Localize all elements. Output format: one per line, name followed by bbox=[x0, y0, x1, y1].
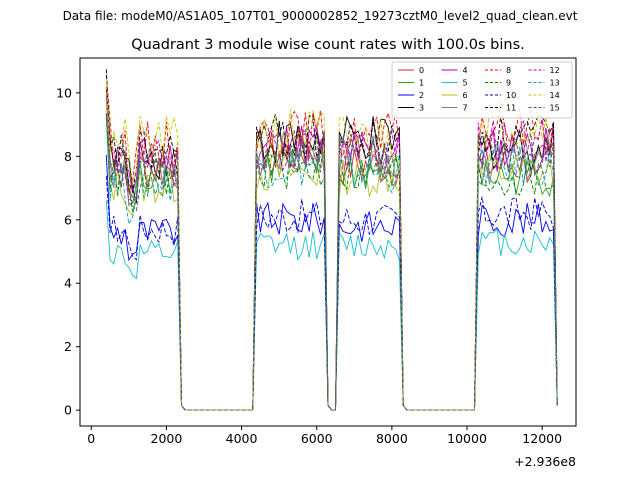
x-tick-label: 0 bbox=[87, 431, 95, 446]
x-tick-label: 2000 bbox=[151, 431, 183, 446]
series-line-12 bbox=[105, 86, 558, 411]
x-tick-label: 4000 bbox=[226, 431, 258, 446]
x-axis: 0 2000 4000 6000 8000 10000 12000 bbox=[87, 426, 562, 446]
legend-label-11: 11 bbox=[506, 104, 516, 113]
plot-frame bbox=[79, 57, 577, 427]
legend-label-15: 15 bbox=[550, 104, 560, 113]
legend-label-3: 3 bbox=[419, 104, 424, 113]
series-line-0 bbox=[105, 113, 558, 411]
legend-label-14: 14 bbox=[550, 91, 560, 100]
x-tick-label: 10000 bbox=[447, 431, 487, 446]
legend-label-12: 12 bbox=[550, 66, 560, 75]
legend-label-0: 0 bbox=[419, 66, 424, 75]
series-line-4 bbox=[105, 97, 558, 411]
legend-label-1: 1 bbox=[419, 79, 424, 88]
legend-label-9: 9 bbox=[506, 79, 511, 88]
legend-label-10: 10 bbox=[506, 91, 516, 100]
series-line-2 bbox=[105, 154, 558, 411]
series-line-5 bbox=[105, 200, 558, 411]
y-tick-label: 4 bbox=[64, 276, 72, 291]
legend-label-2: 2 bbox=[419, 91, 424, 100]
y-axis: 0 2 4 6 8 10 bbox=[56, 85, 80, 418]
legend-label-6: 6 bbox=[463, 91, 468, 100]
series-line-13 bbox=[105, 113, 558, 411]
y-tick-label: 10 bbox=[56, 85, 72, 100]
y-tick-label: 8 bbox=[64, 149, 72, 164]
y-tick-label: 0 bbox=[64, 403, 72, 418]
legend-label-7: 7 bbox=[463, 104, 468, 113]
x-offset-label: +2.936e8 bbox=[514, 454, 576, 469]
x-tick-label: 8000 bbox=[376, 431, 408, 446]
y-tick-label: 2 bbox=[64, 339, 72, 354]
series-line-9 bbox=[105, 117, 558, 411]
chart-title: Quadrant 3 module wise count rates with … bbox=[131, 37, 525, 53]
x-tick-label: 6000 bbox=[301, 431, 333, 446]
legend-label-8: 8 bbox=[506, 66, 511, 75]
series-line-15 bbox=[105, 113, 558, 411]
legend-box bbox=[391, 61, 573, 119]
series-line-11 bbox=[105, 69, 558, 411]
series-line-10 bbox=[105, 175, 558, 411]
y-tick-label: 6 bbox=[64, 212, 72, 227]
legend-label-5: 5 bbox=[463, 79, 468, 88]
plot-lines bbox=[105, 69, 558, 411]
legend-label-4: 4 bbox=[463, 66, 468, 75]
series-line-3 bbox=[105, 86, 558, 411]
suptitle: Data file: modeM0/AS1A05_107T01_90000028… bbox=[63, 9, 578, 23]
series-line-1 bbox=[105, 89, 558, 411]
x-tick-label: 12000 bbox=[522, 431, 562, 446]
legend-label-13: 13 bbox=[550, 79, 560, 88]
